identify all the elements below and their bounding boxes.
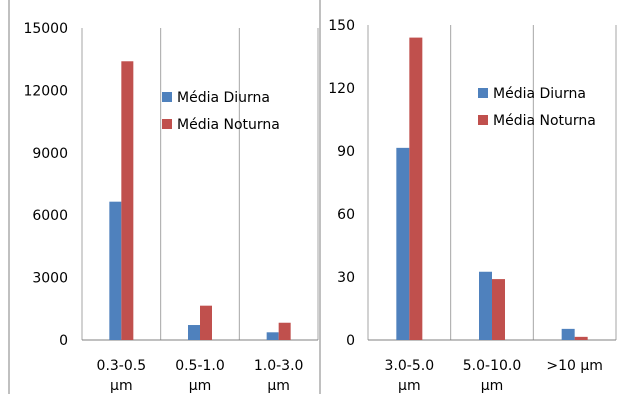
bar-media-diurna	[396, 147, 410, 340]
bar-media-diurna	[266, 332, 279, 340]
x-tick-label: 5.0-10.0	[463, 358, 522, 374]
legend-swatch	[478, 115, 488, 125]
y-tick-label: 120	[328, 81, 355, 97]
bar-media-diurna	[561, 328, 575, 340]
chart-panel-2: 0 30 60 90 120 150 3.0-5.0 µm 5.0-10.0 µm >10 µm Mé…	[328, 18, 617, 394]
bar-media-noturna	[409, 37, 423, 340]
x-tick-label: µm	[267, 378, 290, 394]
y-tick-label: 12000	[23, 83, 68, 99]
bar-media-diurna	[188, 325, 200, 340]
bar-media-noturna	[200, 305, 212, 340]
legend-swatch	[478, 88, 488, 98]
y-tick-label: 150	[328, 18, 355, 34]
legend-label: Média Noturna	[177, 117, 280, 133]
bar-media-noturna	[278, 322, 291, 340]
x-tick-label: 0.5-1.0	[175, 358, 225, 374]
x-tick-label: 0.3-0.5	[97, 358, 147, 374]
legend-label: Média Noturna	[493, 113, 596, 129]
y-tick-label: 9000	[32, 146, 68, 162]
y-tick-label: 0	[346, 333, 355, 349]
x-tick-label: 1.0-3.0	[254, 358, 304, 374]
x-tick-label: >10 µm	[546, 358, 603, 374]
y-tick-label: 90	[337, 144, 355, 160]
legend-label: Média Diurna	[177, 90, 270, 106]
bar-media-diurna	[479, 271, 492, 340]
chart-panel-1: 0 3000 6000 9000 12000 15000 0.3-0.5 µm 0.5-1.0 µ…	[23, 21, 319, 394]
bar-media-noturna	[492, 279, 505, 340]
y-tick-label: 30	[337, 270, 355, 286]
bar-media-diurna	[109, 201, 122, 340]
legend-swatch	[162, 119, 172, 129]
bar-media-noturna	[574, 336, 588, 340]
x-tick-label: µm	[481, 378, 504, 394]
y-tick-label: 3000	[32, 271, 68, 287]
y-tick-label: 0	[59, 333, 68, 349]
y-tick-label: 60	[337, 207, 355, 223]
legend-swatch	[162, 92, 172, 102]
x-tick-label: µm	[398, 378, 421, 394]
x-tick-label: µm	[189, 378, 212, 394]
legend-label: Média Diurna	[493, 86, 586, 102]
y-tick-label: 15000	[23, 21, 68, 37]
x-tick-label: 3.0-5.0	[385, 358, 435, 374]
x-tick-label: µm	[110, 378, 133, 394]
y-tick-label: 6000	[32, 208, 68, 224]
bar-media-noturna	[121, 61, 134, 340]
